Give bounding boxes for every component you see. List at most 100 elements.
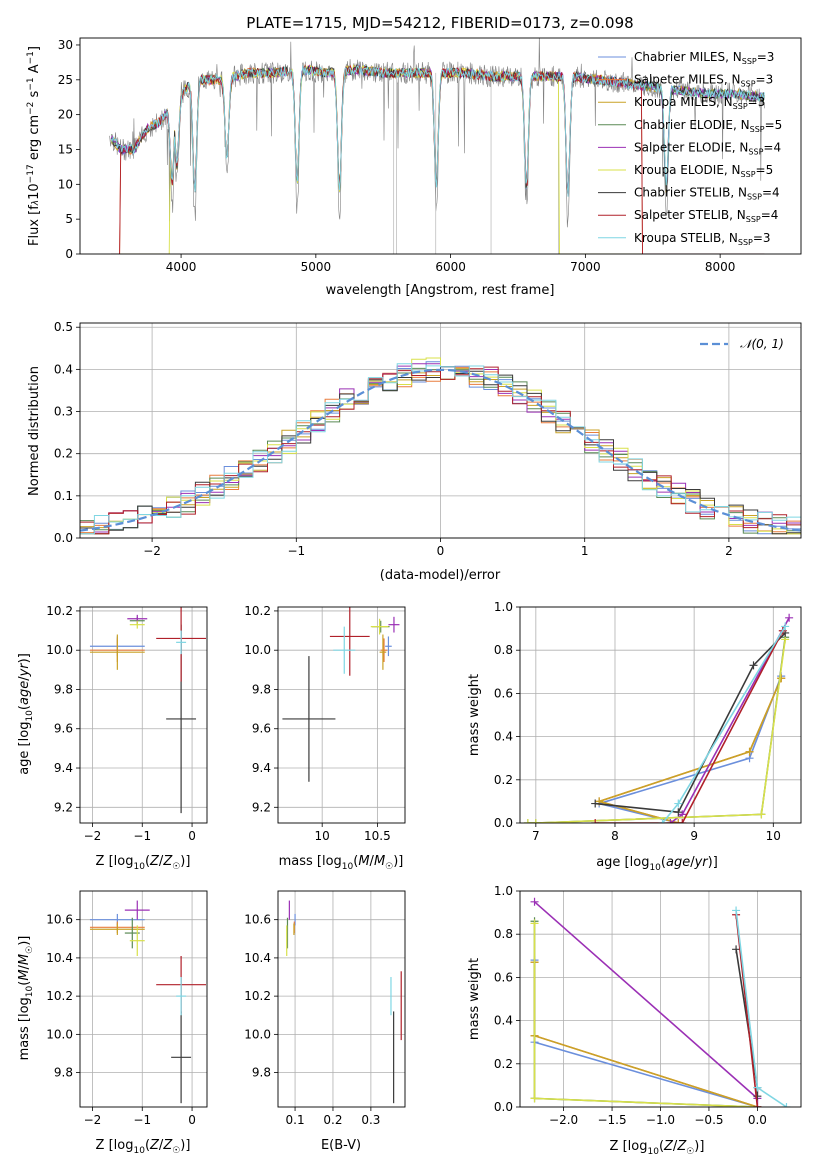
spectrum-xlabel: wavelength [Angstrom, rest frame] [326,283,555,298]
y-tick-label: 0 [65,247,73,261]
massweight-marker-chabrier-stelib [674,808,683,817]
y-tick-label: 1.0 [494,884,513,898]
y-tick-label: 0.1 [54,489,73,503]
y-tick-label: 10.2 [244,604,271,618]
y-tick-label: 0.6 [494,686,513,700]
x-tick-label: 0.2 [323,1113,342,1127]
plot-content [80,357,801,535]
massweight-marker-chabrier-stelib [749,661,758,670]
massweight-marker-salpeter-elodie [530,897,539,906]
y-tick-label: 10.4 [46,951,73,965]
massweight-vs-age-ylabel: mass weight [467,674,482,756]
axes-frame [79,606,208,824]
x-tick-label: −1.5 [597,1113,626,1127]
axes-frame [519,890,802,1108]
legend-label: Kroupa STELIB, NSSP=3 [634,231,771,247]
massweight-line-kroupa-stelib [735,910,787,1107]
massweight-marker-kroupa-elodie [530,919,539,928]
axes: −2 −1 0 9.8 10.0 10.2 10.4 10.6 [46,890,208,1127]
x-tick-label: −1 [133,1113,151,1127]
mass-vs-metallicity-panel: −2 −1 0 9.8 10.0 10.2 10.4 10.6 Z [log10(Z/Z☉)]… [17,890,208,1156]
x-tick-label: 8 [611,829,619,843]
massweight-marker-salpeter-elodie [666,819,675,823]
plot-content [282,607,400,782]
massweight-line-kroupa-miles [596,677,782,823]
massweight-vs-metallicity-panel: −2.0 −1.5 −1.0 −0.5 0.0 0.0 0.2 0.4 0.6 0.8 1.0 Z … [467,884,802,1157]
y-tick-label: 9.4 [252,761,271,775]
massweight-marker-kroupa-elodie [757,810,766,819]
y-tick-label: 30 [58,38,73,52]
y-tick-label: 10.0 [244,643,271,657]
y-tick-label: 9.4 [54,761,73,775]
x-tick-label: 10 [766,829,781,843]
y-tick-label: 0.2 [54,447,73,461]
legend-label: Salpeter ELODIE, NSSP=4 [634,140,781,156]
histogram-ylabel: Normed distribution [27,366,42,496]
massweight-marker-salpeter-stelib [591,819,600,823]
y-tick-label: 10.6 [244,913,271,927]
axes-frame [79,890,208,1108]
massweight-marker-chabrier-stelib [732,945,741,954]
x-tick-label: 2 [725,544,733,558]
age-vs-metallicity-xlabel: Z [log10(Z/Z☉)] [96,854,191,872]
y-tick-label: 0.2 [494,773,513,787]
x-tick-label: −1 [133,829,151,843]
massweight-line-chabrier-elodie [527,637,786,823]
y-tick-label: 9.8 [252,1066,271,1080]
plot-content [286,900,402,1104]
massweight-marker-chabrier-stelib [591,799,600,808]
y-tick-label: 10 [58,177,73,191]
massweight-marker-kroupa-stelib [781,622,790,631]
x-tick-label: 0.3 [361,1113,380,1127]
x-tick-label: 10 [315,829,330,843]
y-tick-label: 9.6 [252,722,271,736]
legend-label: Salpeter STELIB, NSSP=4 [634,208,778,224]
mass-vs-metallicity-xlabel: Z [log10(Z/Z☉)] [96,1138,191,1156]
x-tick-label: 4000 [166,260,197,274]
massweight-line-kroupa-elodie [533,923,758,1107]
massweight-line-salpeter-stelib [735,914,759,1107]
legend-label: Chabrier STELIB, NSSP=4 [634,186,780,202]
x-tick-label: 8000 [705,260,736,274]
massweight-vs-age-panel: 7 8 9 10 0.0 0.2 0.4 0.6 0.8 1.0 age [log10(age/y… [467,600,802,873]
y-tick-label: 9.2 [252,800,271,814]
normal-distribution-curve [80,368,801,532]
x-tick-label: 9 [690,829,698,843]
massweight-marker-salpeter-stelib [753,1103,762,1107]
y-tick-label: 0.3 [54,405,73,419]
x-tick-label: 0.0 [748,1113,767,1127]
massweight-marker-kroupa-miles [674,819,683,823]
y-tick-label: 0.2 [494,1057,513,1071]
y-tick-label: 10.2 [46,989,73,1003]
x-tick-label: −1 [287,544,305,558]
x-tick-label: 7 [532,829,540,843]
axes: 10 10.5 9.2 9.4 9.6 9.8 10.0 10.2 [244,604,406,843]
x-tick-label: 7000 [570,260,601,274]
x-tick-label: 0.1 [286,1113,305,1127]
x-tick-label: −2 [84,1113,102,1127]
y-tick-label: 9.8 [252,682,271,696]
age-vs-mass-plot-area: 10 10.5 9.2 9.4 9.6 9.8 10.0 10.2 [244,604,406,843]
massweight-marker-salpeter-stelib [678,819,687,823]
histogram-salpeter-stelib [80,366,801,535]
mass-vs-extinction-plot-area: 0.1 0.2 0.3 9.8 10.0 10.2 10.4 10.6 [244,890,406,1127]
massweight-vs-metallicity-ylabel: mass weight [467,958,482,1040]
x-tick-label: 5000 [301,260,332,274]
y-tick-label: 0.8 [494,927,513,941]
age-vs-metallicity-ylabel: age [log10(age/yr)] [17,653,35,775]
legend-label: 𝒩(0, 1) [740,337,784,351]
spectrum-plot-area: 4000 5000 6000 7000 8000 0 5 10 15 20 25 30 Chabrier… [58,37,802,274]
massweight-marker-kroupa-stelib [674,799,683,808]
y-tick-label: 0.0 [494,1100,513,1114]
y-tick-label: 10.6 [46,913,73,927]
spectrum-panel: 4000 5000 6000 7000 8000 0 5 10 15 20 25 30 Chabrier… [26,37,802,298]
x-tick-label: −2 [143,544,161,558]
x-tick-label: 10.5 [364,829,391,843]
y-tick-label: 1.0 [494,600,513,614]
y-tick-label: 25 [58,73,73,87]
massweight-marker-kroupa-stelib [732,906,741,915]
axes: 7 8 9 10 0.0 0.2 0.4 0.6 0.8 1.0 [494,600,802,843]
age-vs-metallicity-plot-area: −2 −1 0 9.2 9.4 9.6 9.8 10.0 10.2 [46,604,208,843]
y-tick-label: 0.4 [494,730,513,744]
